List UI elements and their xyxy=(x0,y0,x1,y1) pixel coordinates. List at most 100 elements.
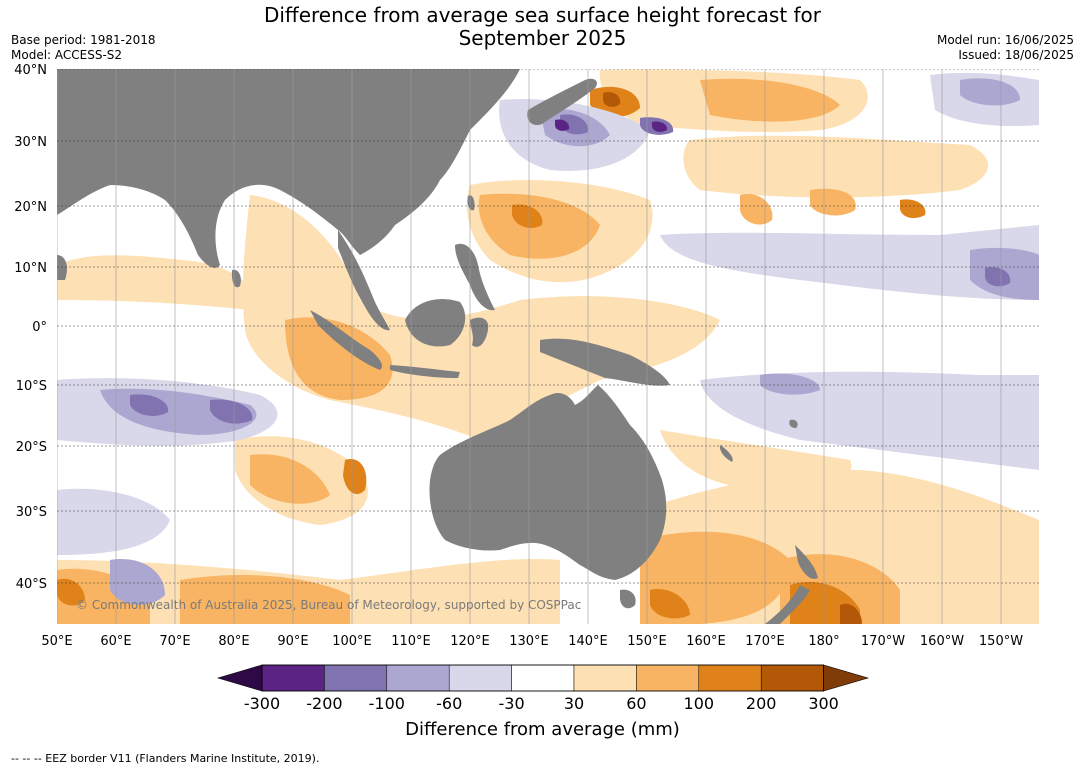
anomaly-patch xyxy=(683,135,989,198)
model-label: Model: ACCESS-S2 xyxy=(11,48,123,62)
anomaly-patch xyxy=(180,575,350,624)
colorbar-swatch xyxy=(636,664,700,692)
colorbar-label: Difference from average (mm) xyxy=(405,719,680,740)
land-new-guinea xyxy=(540,338,670,386)
anomaly-patch xyxy=(130,394,169,416)
page-title: Difference from average sea surface heig… xyxy=(0,4,1085,50)
colorbar-tick: 100 xyxy=(684,694,715,713)
anomaly-patch xyxy=(740,194,773,225)
colorbar-tick: 60 xyxy=(626,694,646,713)
land-borneo xyxy=(405,299,466,347)
anomaly-patch xyxy=(660,225,1039,300)
anomaly-patch xyxy=(900,199,926,219)
colorbar-swatch xyxy=(573,664,637,692)
colorbar-swatch xyxy=(511,664,575,692)
lat-label: 20°S xyxy=(16,440,47,455)
meta-left: Base period: 1981-2018 Model: ACCESS-S2 xyxy=(11,33,156,63)
title-line-2: September 2025 xyxy=(458,26,627,50)
meta-right: Model run: 16/06/2025 Issued: 18/06/2025 xyxy=(937,33,1074,63)
copyright-credit: © Commonwealth of Australia 2025, Bureau… xyxy=(76,598,581,612)
lon-label: 150°W xyxy=(979,634,1023,649)
lon-label: 170°W xyxy=(861,634,905,649)
lon-label: 110°E xyxy=(391,634,431,649)
anomaly-patch xyxy=(285,317,393,400)
lon-label: 150°E xyxy=(627,634,667,649)
colorbar-extend-min xyxy=(216,664,263,692)
lon-label: 160°W xyxy=(920,634,964,649)
anomaly-patch xyxy=(57,255,253,310)
anomaly-shading xyxy=(57,69,1039,624)
anomaly-patch xyxy=(760,373,820,395)
anomaly-patch xyxy=(555,119,570,131)
lon-label: 130°E xyxy=(509,634,549,649)
base-period-label: Base period: 1981-2018 xyxy=(11,33,156,47)
colorbar-extend-max xyxy=(823,664,870,692)
land-asia-mainland xyxy=(57,69,520,268)
colorbar-tick: -300 xyxy=(244,694,280,713)
lon-label: 60°E xyxy=(100,634,131,649)
colorbar-tick: -200 xyxy=(306,694,342,713)
colorbar-tick: 300 xyxy=(808,694,839,713)
land-tasmania xyxy=(620,589,636,609)
lon-label: 90°E xyxy=(277,634,308,649)
anomaly-patch xyxy=(700,371,1039,470)
land-masses xyxy=(57,69,818,624)
lon-label: 140°E xyxy=(568,634,608,649)
model-run-label: Model run: 16/06/2025 xyxy=(936,33,1074,47)
land-new-zealand-south xyxy=(765,585,810,624)
land-new-caledonia xyxy=(719,445,733,462)
lon-label: 180° xyxy=(808,634,839,649)
lat-label: 40°N xyxy=(14,63,47,78)
anomaly-patch xyxy=(512,204,543,229)
graticule xyxy=(57,69,1039,624)
anomaly-patch xyxy=(840,603,862,624)
colorbar-swatch xyxy=(698,664,762,692)
colorbar-swatch xyxy=(261,664,325,692)
anomaly-patch xyxy=(650,589,690,619)
anomaly-patch xyxy=(343,459,367,495)
land-new-zealand-north xyxy=(795,545,818,579)
colorbar-tick: -60 xyxy=(436,694,462,713)
colorbar-swatch xyxy=(386,664,450,692)
colorbar-tick: -100 xyxy=(369,694,405,713)
lat-label: 30°S xyxy=(16,505,47,520)
anomaly-patch xyxy=(57,488,170,555)
anomaly-patch xyxy=(700,78,840,122)
lat-label: 40°S xyxy=(16,577,47,592)
anomaly-patch xyxy=(210,399,253,424)
lon-label: 80°E xyxy=(218,634,249,649)
anomaly-patch xyxy=(110,559,165,606)
colorbar-tick: 30 xyxy=(564,694,584,713)
lat-axis-labels: 40°N 30°N 20°N 10°N 0° 10°S 20°S 30°S 40… xyxy=(14,63,47,592)
land-japan xyxy=(527,78,597,126)
lat-label: 10°S xyxy=(16,379,47,394)
anomaly-patch xyxy=(652,121,668,132)
lat-label: 10°N xyxy=(14,261,47,276)
lon-label: 50°E xyxy=(41,634,72,649)
land-sumatra xyxy=(310,310,382,370)
anomaly-patch xyxy=(660,430,852,491)
anomaly-patch xyxy=(603,92,621,107)
lon-label: 170°E xyxy=(745,634,785,649)
colorbar-swatch xyxy=(448,664,512,692)
lon-label: 70°E xyxy=(159,634,190,649)
map-area: © Commonwealth of Australia 2025, Bureau… xyxy=(57,69,1039,624)
lon-axis-labels: 50°E 60°E 70°E 80°E 90°E 100°E 110°E 120… xyxy=(41,634,1023,649)
anomaly-patch xyxy=(810,188,856,216)
issued-label: Issued: 18/06/2025 xyxy=(958,48,1074,62)
land-java xyxy=(390,365,460,378)
land-australia xyxy=(429,385,667,580)
land-fiji xyxy=(789,419,798,428)
lon-label: 120°E xyxy=(450,634,490,649)
colorbar-swatch xyxy=(324,664,388,692)
land-sulawesi xyxy=(470,317,489,347)
land-indochina xyxy=(338,230,390,331)
lat-label: 0° xyxy=(32,320,47,335)
colorbar: -300 -200 -100 -60 -30 30 60 100 200 300 xyxy=(216,664,870,713)
footnote: -- -- -- EEZ border V11 (Flanders Marine… xyxy=(11,752,320,765)
land-taiwan xyxy=(467,195,475,211)
land-philippines xyxy=(455,243,495,311)
colorbar-tick: 200 xyxy=(746,694,777,713)
lon-label: 160°E xyxy=(686,634,726,649)
